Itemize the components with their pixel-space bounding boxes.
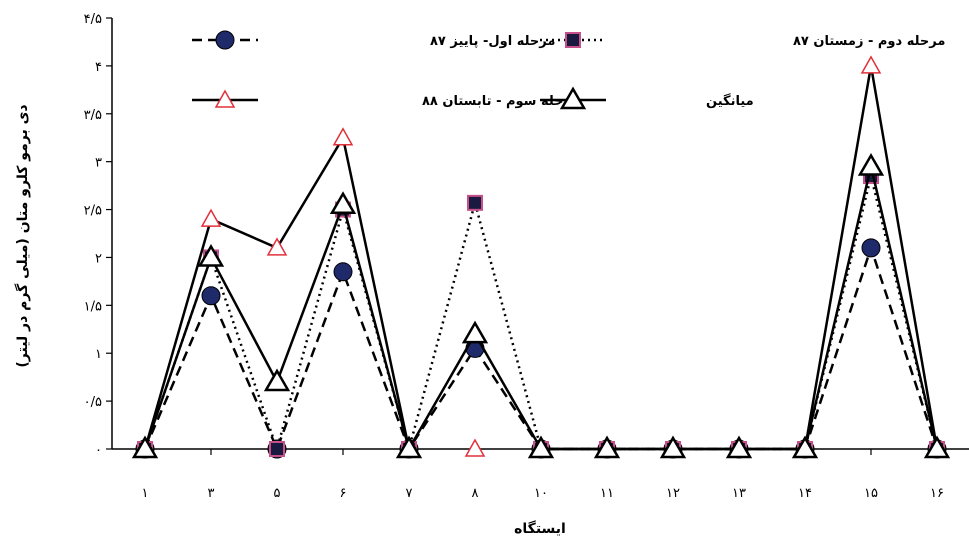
y-tick-label: ۱ [95,347,102,362]
series-1-point [201,286,221,306]
series-1 [135,238,947,459]
x-tick-label: ۷ [406,486,413,501]
series-4-point [461,320,489,344]
series-4-point [527,435,555,459]
series-2-point [269,441,285,457]
x-tick-label: ۱۶ [930,486,944,501]
series-4 [131,152,951,459]
series-4-point [395,435,423,459]
legend-label-1: مرحله اول- پاییز ۸۷ [430,34,555,49]
series-3-point [266,237,288,256]
legend-marker-1 [215,30,235,50]
series-1-point [333,262,353,282]
x-tick-label: ۱۲ [666,486,680,501]
series-1-line [143,243,939,453]
y-tick-label: ۰ [95,443,102,458]
legend-label-3: مرحله سوم - تابستان ۸۸ [422,94,580,109]
series-3-line [541,65,939,451]
series-4-point [857,152,885,176]
series-3-point [332,127,354,146]
x-tick-label: ۱۱ [600,486,614,501]
x-tick-label: ۱۵ [864,486,878,501]
legend-marker-2 [565,32,581,48]
series-2 [137,168,945,457]
legend-label-2: مرحله دوم - زمستان ۸۷ [793,34,945,49]
series-4-point [659,435,687,459]
series-3-line [143,134,411,450]
y-tick-label: ۲ [95,251,102,266]
x-axis-title: ایستگاه [514,520,566,537]
series-3-point [200,208,222,227]
series-4-point [197,243,225,267]
x-tick-label: ۱۳ [732,486,746,501]
y-tick-label: ۳ [95,156,102,171]
series-1-point [861,238,881,258]
series-3-point [860,55,882,74]
y-tick-label: ۳/۵ [84,108,102,123]
x-tick-label: ۱۴ [798,486,812,501]
legend-marker-3 [214,89,236,108]
x-tick-label: ۱ [142,486,149,501]
x-tick-label: ۶ [340,486,347,501]
legend: مرحله اول- پاییز ۸۷ مرحله دوم - زمستان ۸۷… [192,30,945,110]
x-tick-label: ۸ [472,486,479,501]
series-4-point [593,435,621,459]
x-tick-label: ۵ [274,486,281,501]
series-4-point [263,368,291,392]
series-4-line [143,166,939,453]
x-tick-label: ۳ [208,486,215,501]
series-4-point [131,435,159,459]
y-tick-label: ۰/۵ [84,395,102,410]
y-axis-title: دی برمو کلرو متان (میلی گرم در لیتر) [14,104,31,367]
series-4-point [923,435,951,459]
series-4-point [329,191,357,215]
series-4-point [791,435,819,459]
series-2-point [467,194,483,211]
legend-marker-4 [559,86,587,110]
series-3-point [464,438,486,457]
x-tick-label: ۱۰ [534,486,548,501]
y-tick-label: ۲/۵ [84,204,102,219]
legend-label-4: میانگین [706,93,754,109]
y-tick-label: ۴ [95,60,102,75]
y-tick-label: ۴/۵ [84,12,102,27]
series-2-line [143,175,939,454]
series-4-point [725,435,753,459]
plot-area: ۰۰/۵۱۱/۵۲۲/۵۳۳/۵۴۴/۵۱ ۳ ۵ ۶ ۷ ۸ ۱۰ ۱۱ ۱۲ ۱۳ ۱۴ ۱۵ ۱۶… [14,12,969,537]
y-tick-label: ۱/۵ [84,299,102,314]
